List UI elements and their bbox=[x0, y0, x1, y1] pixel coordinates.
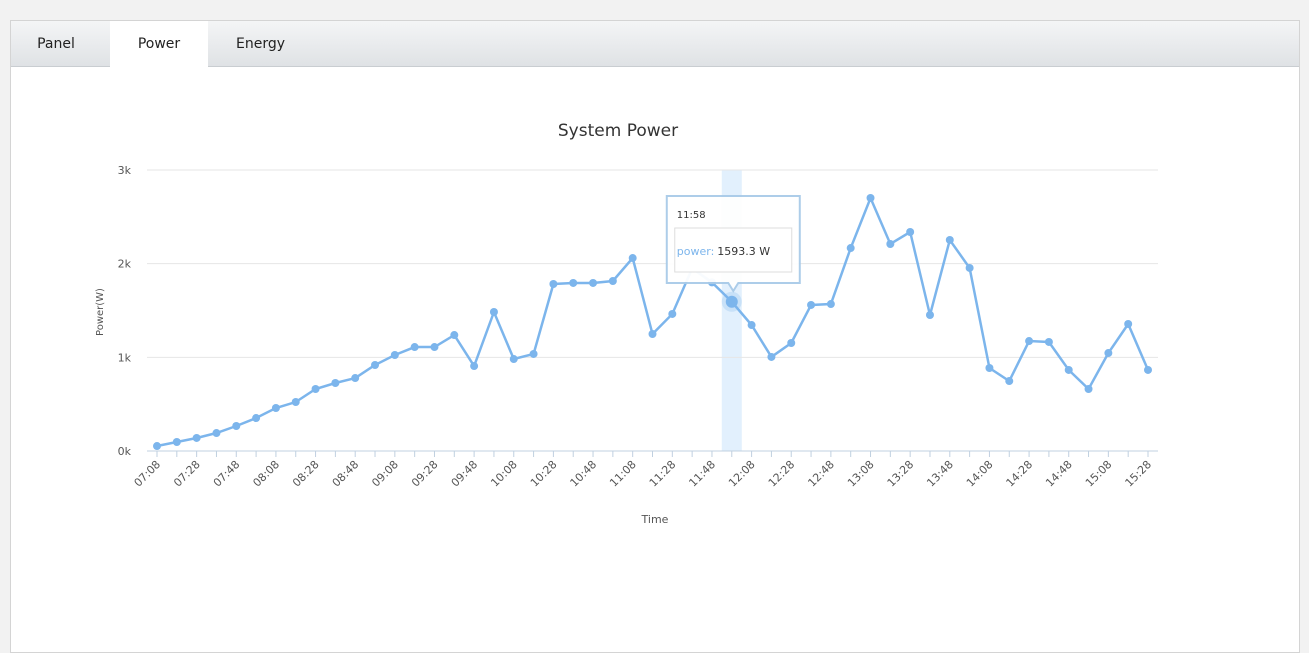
data-point bbox=[252, 414, 261, 423]
x-tick-label: 09:48 bbox=[449, 458, 481, 490]
x-tick-label: 11:48 bbox=[686, 458, 718, 490]
y-tick-label: 0k bbox=[118, 445, 132, 458]
tooltip-value: power: 1593.3 W bbox=[677, 245, 771, 258]
x-tick-label: 10:08 bbox=[488, 458, 520, 490]
data-point bbox=[945, 235, 954, 244]
data-point bbox=[1104, 349, 1113, 358]
data-point bbox=[767, 352, 776, 361]
data-point bbox=[153, 442, 161, 451]
data-point bbox=[648, 330, 657, 339]
data-point bbox=[886, 239, 895, 248]
x-tick-label: 15:08 bbox=[1083, 458, 1115, 490]
x-tick-label: 13:28 bbox=[885, 458, 917, 490]
data-point bbox=[826, 300, 835, 309]
tab[interactable]: Power bbox=[110, 21, 208, 68]
chart-title: System Power bbox=[558, 121, 678, 141]
y-tick-label: 3k bbox=[118, 164, 132, 177]
data-point bbox=[807, 300, 816, 309]
data-point bbox=[589, 278, 598, 287]
data-point bbox=[311, 384, 320, 393]
x-tick-label: 12:28 bbox=[766, 458, 798, 490]
x-tick-label: 14:08 bbox=[964, 458, 996, 490]
tooltip-inner bbox=[674, 227, 793, 273]
x-tick-label: 10:28 bbox=[528, 458, 560, 490]
data-point bbox=[549, 279, 558, 288]
x-tick-label: 09:08 bbox=[369, 458, 401, 490]
data-point bbox=[787, 339, 796, 348]
data-point bbox=[608, 276, 617, 285]
x-tick-label: 10:48 bbox=[568, 458, 600, 490]
data-point bbox=[985, 364, 994, 373]
data-point bbox=[965, 263, 974, 272]
x-axis-title: Time bbox=[641, 513, 669, 526]
data-point bbox=[1044, 337, 1053, 346]
x-tick-label: 09:28 bbox=[409, 458, 441, 490]
data-point bbox=[925, 310, 934, 319]
tooltip-series-label: power: bbox=[677, 245, 715, 258]
y-tick-label: 1k bbox=[118, 351, 132, 364]
data-point bbox=[430, 343, 439, 352]
x-tick-label: 08:28 bbox=[290, 458, 322, 490]
data-point bbox=[351, 374, 360, 383]
data-point bbox=[172, 438, 181, 447]
data-point bbox=[192, 433, 201, 442]
x-tick-label: 12:48 bbox=[805, 458, 837, 490]
data-point bbox=[212, 429, 221, 438]
data-point bbox=[331, 378, 340, 387]
data-point bbox=[747, 321, 756, 330]
y-tick-label: 2k bbox=[118, 258, 132, 271]
x-tick-label: 13:08 bbox=[845, 458, 877, 490]
x-tick-label: 13:48 bbox=[924, 458, 956, 490]
x-tick-label: 11:08 bbox=[607, 458, 639, 490]
x-tick-label: 07:28 bbox=[171, 458, 203, 490]
data-point bbox=[271, 404, 280, 413]
data-point bbox=[371, 361, 380, 370]
tab-panel: Panel Power Energy bbox=[10, 20, 1300, 653]
x-tick-label: 12:08 bbox=[726, 458, 758, 490]
y-axis-title: Power(W) bbox=[95, 288, 106, 336]
data-point bbox=[1064, 365, 1073, 374]
x-tick-label: 14:48 bbox=[1043, 458, 1075, 490]
data-point bbox=[390, 350, 399, 359]
data-point bbox=[489, 307, 498, 316]
data-point bbox=[1025, 337, 1034, 346]
data-point bbox=[1005, 377, 1014, 386]
data-point bbox=[1084, 384, 1093, 393]
x-tick-label: 07:48 bbox=[211, 458, 243, 490]
x-tick-label: 15:28 bbox=[1123, 458, 1155, 490]
tooltip-value-label: 1593.3 W bbox=[717, 245, 770, 258]
data-point bbox=[725, 295, 738, 308]
data-point bbox=[232, 421, 241, 430]
data-point bbox=[628, 254, 637, 263]
tooltip-title: 11:58 bbox=[677, 210, 706, 221]
data-point bbox=[1124, 319, 1133, 328]
tab-bar: Panel Power Energy bbox=[11, 21, 1299, 68]
data-point bbox=[450, 331, 459, 340]
data-point bbox=[668, 309, 677, 318]
tab[interactable]: Energy bbox=[235, 36, 285, 52]
x-tick-label: 07:08 bbox=[132, 458, 164, 490]
x-tick-label: 11:28 bbox=[647, 458, 679, 490]
x-tick-label: 14:28 bbox=[1004, 458, 1036, 490]
data-point bbox=[569, 278, 578, 287]
tab[interactable]: Panel bbox=[37, 36, 75, 52]
data-point bbox=[1144, 365, 1152, 374]
data-point bbox=[529, 349, 538, 358]
data-point bbox=[509, 355, 518, 364]
data-point bbox=[410, 343, 419, 352]
data-point bbox=[291, 398, 300, 407]
x-tick-label: 08:48 bbox=[330, 458, 362, 490]
data-point bbox=[906, 228, 915, 237]
series-line bbox=[156, 194, 1150, 448]
x-tick-label: 08:08 bbox=[250, 458, 282, 490]
data-point bbox=[866, 194, 875, 203]
data-point bbox=[470, 362, 479, 371]
data-point bbox=[846, 244, 855, 253]
